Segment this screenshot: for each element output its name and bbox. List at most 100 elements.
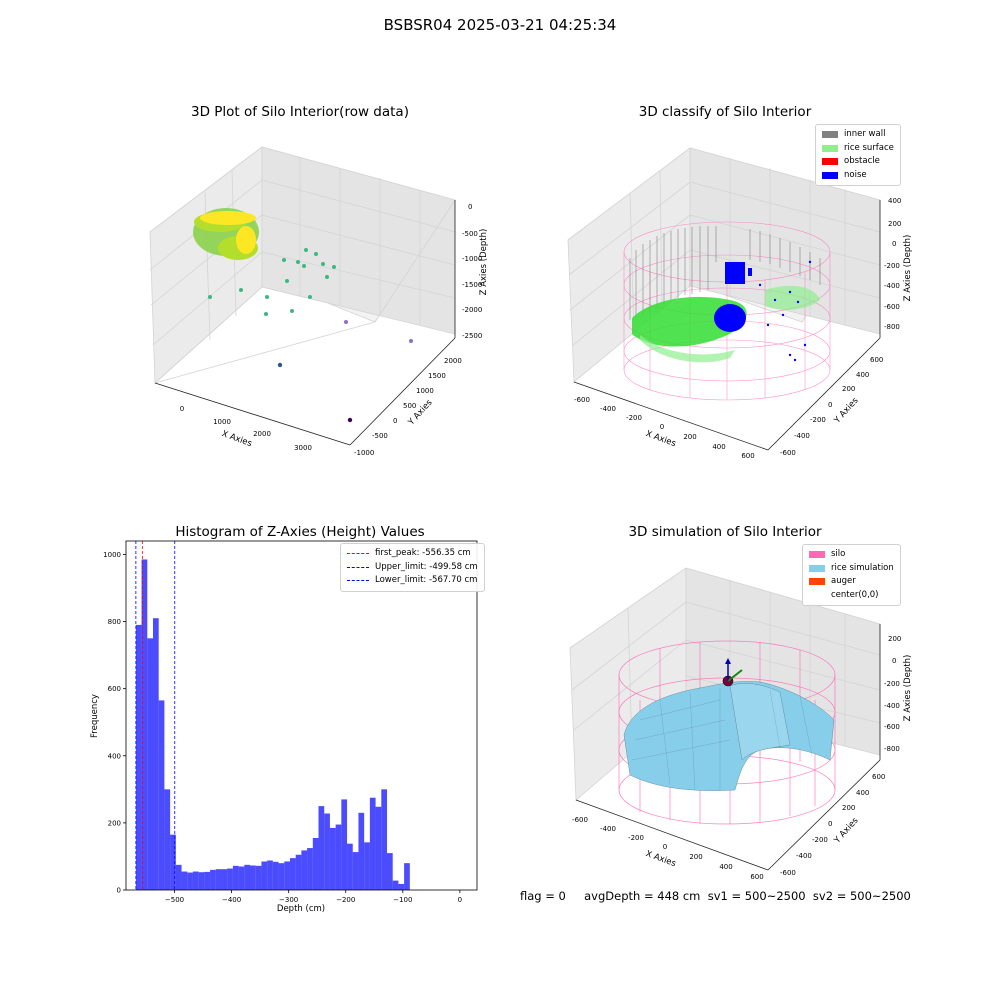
histogram-bar <box>364 842 370 890</box>
histogram-bar <box>347 843 353 890</box>
legend-item-noise: noise <box>822 169 894 183</box>
legend-swatch <box>822 171 838 179</box>
histogram-bar <box>307 848 313 890</box>
legend-swatch <box>809 592 825 599</box>
histogram-bar <box>175 864 182 890</box>
histogram-bar <box>221 869 228 890</box>
classify-x-tick: -400 <box>600 405 616 413</box>
histogram-x-tick-label: −400 <box>222 896 241 904</box>
classify-z-tick: -600 <box>884 303 900 311</box>
sim-x-tick: 0 <box>663 843 667 851</box>
sim-z-tick: -400 <box>884 702 900 710</box>
raw-z-tick: -1000 <box>462 255 482 263</box>
histogram-bar <box>215 869 222 890</box>
raw-z-tick: -500 <box>462 230 478 238</box>
raw-plot-title: 3D Plot of Silo Interior(row data) <box>191 104 409 120</box>
histogram-bar <box>164 789 171 890</box>
raw-x-tick: 0 <box>180 405 184 413</box>
classify-x-tick: 400 <box>712 443 725 451</box>
histogram-y-tick-label: 600 <box>108 685 121 693</box>
legend-swatch <box>822 131 838 139</box>
raw-y-tick: 1000 <box>416 387 434 395</box>
raw-y-tick: 1500 <box>428 372 446 380</box>
sim-y-tick: 200 <box>842 804 855 812</box>
histogram-bar <box>312 837 319 890</box>
histogram-bar <box>295 854 302 890</box>
raw-z-tick: -2500 <box>462 332 482 340</box>
sim-x-tick: 400 <box>719 863 732 871</box>
classify-z-tick: -800 <box>884 323 900 331</box>
sim-y-tick: -400 <box>796 852 812 860</box>
histogram-bar <box>158 700 165 890</box>
histogram-bar <box>267 860 273 890</box>
histogram-legend: first_peak: -556.35 cm Upper_limit: -499… <box>340 543 485 592</box>
legend-swatch <box>809 578 825 586</box>
histogram-bar <box>369 797 376 890</box>
histogram-bar <box>329 827 336 890</box>
raw-y-tick: -1000 <box>354 449 374 457</box>
histogram-bar <box>238 866 245 890</box>
classify-y-tick: -200 <box>810 416 826 424</box>
sim-z-label: Z Axies (Depth) <box>903 655 913 722</box>
legend-item-obstacle: obstacle <box>822 155 894 169</box>
sim-x-tick: -200 <box>628 834 644 842</box>
legend-item-auger: auger <box>809 575 894 589</box>
legend-swatch <box>809 551 825 559</box>
histogram-y-tick-label: 200 <box>108 819 121 827</box>
sim-y-tick: 0 <box>828 820 832 828</box>
sim-z-tick: 200 <box>888 635 901 643</box>
histogram-bar <box>187 872 193 890</box>
raw-y-tick: -500 <box>372 432 388 440</box>
classify-z-tick: 0 <box>892 240 896 248</box>
histogram-bar <box>192 871 199 890</box>
classify-z-label: Z Axies (Depth) <box>903 235 913 302</box>
sim-y-label: Y Axies <box>832 815 861 846</box>
histogram-bar <box>278 863 285 890</box>
histogram-bar <box>272 861 279 890</box>
sim-x-label: X Axies <box>644 849 677 869</box>
simulation-legend: silo rice simulation auger center(0,0) <box>802 544 901 606</box>
histogram-bar <box>210 869 216 890</box>
legend-item-rice-surface: rice surface <box>822 142 894 156</box>
sim-x-tick: -400 <box>600 825 616 833</box>
histogram-bar <box>381 789 387 890</box>
histogram-y-tick-label: 1000 <box>103 551 121 559</box>
histogram-bar <box>181 871 188 890</box>
raw-z-tick: -2000 <box>462 306 482 314</box>
histogram-bar <box>318 806 325 890</box>
histogram-bar <box>404 863 410 890</box>
sim-x-tick: -600 <box>572 816 588 824</box>
classify-x-tick: 600 <box>741 452 754 460</box>
sim-y-tick: 600 <box>872 773 885 781</box>
raw-y-tick: 500 <box>403 402 416 410</box>
legend-item-upper-limit: Upper_limit: -499.58 cm <box>347 561 478 575</box>
classify-z-tick: -400 <box>884 282 900 290</box>
legend-line <box>347 553 369 555</box>
legend-line <box>347 566 369 568</box>
sim-x-tick: 600 <box>750 873 763 881</box>
legend-item-first-peak: first_peak: -556.35 cm <box>347 547 478 561</box>
histogram-bar <box>198 872 205 890</box>
histogram-bar <box>335 824 342 890</box>
raw-x-tick: 1000 <box>213 418 231 426</box>
classify-y-tick: -400 <box>794 432 810 440</box>
raw-z-tick: -1500 <box>462 281 482 289</box>
classify-y-tick: 400 <box>856 371 869 379</box>
legend-swatch <box>809 564 825 572</box>
legend-swatch <box>822 158 838 166</box>
classify-legend: inner wall rice surface obstacle noise <box>815 124 901 186</box>
histogram-bar <box>301 850 308 890</box>
legend-item-inner-wall: inner wall <box>822 128 894 142</box>
histogram-bar <box>147 638 153 890</box>
histogram-title: Histogram of Z-Axies (Height) Values <box>175 524 425 540</box>
legend-swatch <box>822 144 838 152</box>
histogram-bar <box>261 861 268 890</box>
histogram-bar <box>232 865 239 890</box>
histogram-bar <box>324 813 330 890</box>
histogram-bar <box>392 880 399 890</box>
histogram-bar <box>386 853 393 890</box>
raw-z-tick: 0 <box>468 203 472 211</box>
classify-plot-title: 3D classify of Silo Interior <box>638 104 812 120</box>
histogram-bar <box>152 618 159 890</box>
histogram-bar <box>375 806 382 890</box>
